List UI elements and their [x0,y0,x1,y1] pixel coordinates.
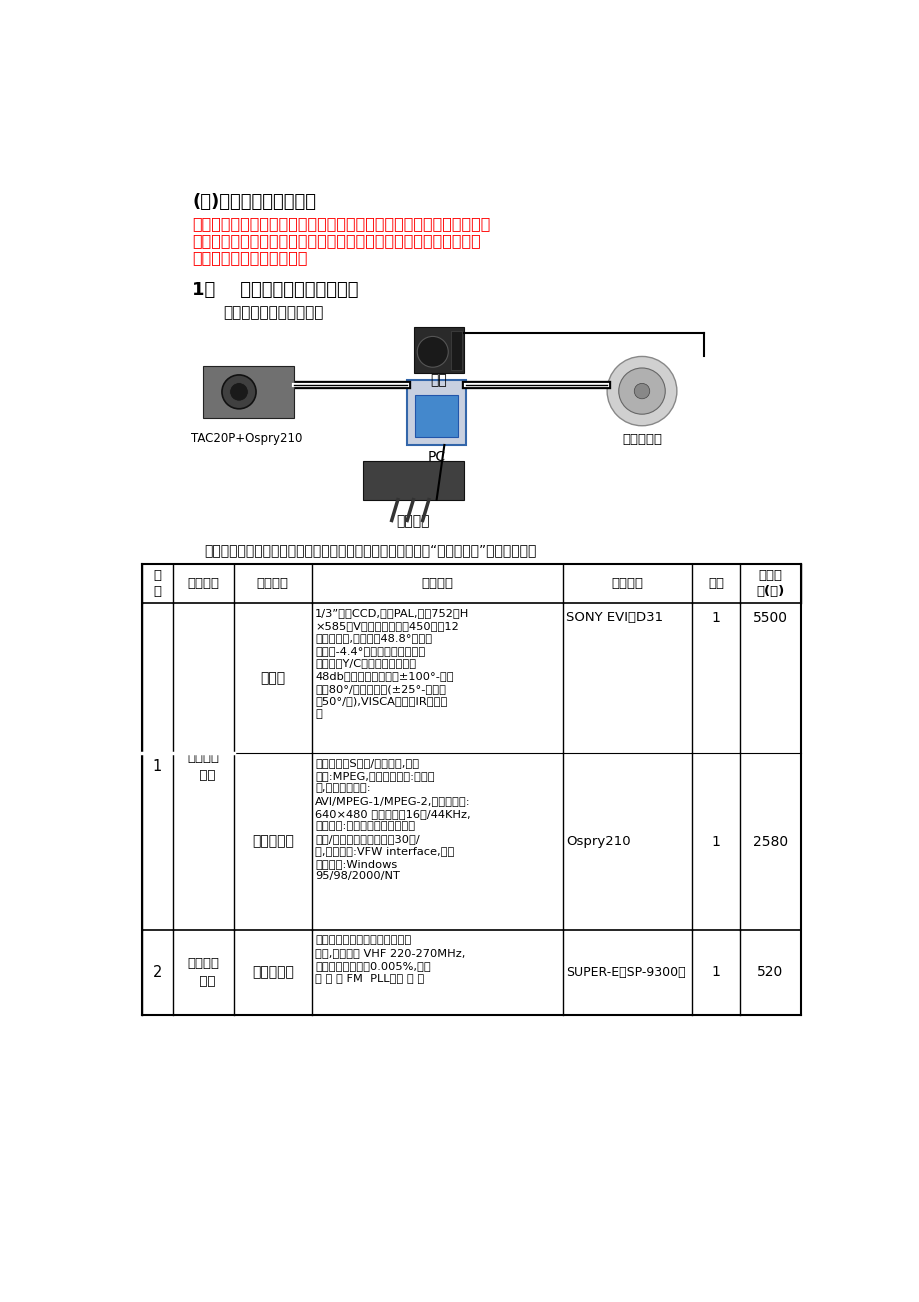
Bar [202,366,294,418]
Text: 视频采集
  设备: 视频采集 设备 [187,751,219,783]
Text: 无线麦克风: 无线麦克风 [252,966,293,979]
Circle shape [221,375,255,409]
Text: 完美型视频教学系统配置：摄像机、投影仪或彩电、音响（配“回音消除器”）、麦克风。: 完美型视频教学系统配置：摄像机、投影仪或彩电、音响（配“回音消除器”）、麦克风。 [204,543,536,557]
Text: 5500: 5500 [752,611,787,625]
Text: 音箱: 音箱 [430,374,447,388]
Bar [414,327,463,374]
Circle shape [417,336,448,367]
Text: PC: PC [427,450,445,465]
Text: 视频采集卡: 视频采集卡 [252,835,293,849]
Text: 参数指标: 参数指标 [421,577,453,590]
Text: 接口类型：S端子/复合端口,编码
方式:MPEG,视频输入格式:模视信
号,视频输出格式:
AVI/MPEG-1/MPEG-2,图像分辨率:
640×480 音: 接口类型：S端子/复合端口,编码 方式:MPEG,视频输入格式:模视信 号,视频… [314,758,471,881]
Bar [414,395,458,437]
Text: 无线话筒: 无线话筒 [396,514,430,529]
Text: 以下推荐设备为已通过兼容性测试产品，报价为网上报价，仅供参考。: 以下推荐设备为已通过兼容性测试产品，报价为网上报价，仅供参考。 [192,216,491,232]
Bar [451,331,461,370]
Text: 设备用途: 设备用途 [187,577,219,590]
Circle shape [618,368,664,414]
Text: 1、    完美型视频教学系统部署: 1、 完美型视频教学系统部署 [192,281,358,299]
Text: 客户端配置示意图如下：: 客户端配置示意图如下： [223,306,323,320]
Text: TAC20P+Ospry210: TAC20P+Ospry210 [191,432,302,445]
Text: 1: 1 [710,835,720,849]
Text: SUPER-E（SP-9300）: SUPER-E（SP-9300） [566,966,686,979]
Text: 1: 1 [153,759,162,773]
Text: 设备名称: 设备名称 [256,577,289,590]
Text: 1: 1 [710,611,720,625]
Text: 系统支持通用的视频采集设备和显示、音响设备，用户可自行选择，: 系统支持通用的视频采集设备和显示、音响设备，用户可自行选择， [192,233,481,249]
Text: SONY EVI－D31: SONY EVI－D31 [566,611,663,624]
Text: 520: 520 [756,966,783,979]
Text: 数量: 数量 [708,577,723,590]
Circle shape [230,383,248,401]
Text: 动圈式话筒。近距离高灵敏，防
啸叫,频率范围 VHF 220-270MHz,
频率稳定：不超过0.005%,调制
方 式 ： FM  PLL，频 响 ：: 动圈式话筒。近距离高灵敏，防 啸叫,频率范围 VHF 220-270MHz, 频… [314,935,465,983]
Bar [407,380,466,445]
Text: 建议型号: 建议型号 [611,577,643,590]
Text: 1/3”彩色CCD,制式PAL,像素752（H
×585（V），水平清晰度450线，12
倍光学变焦,视角大约48.8°（末端
宽度）-4.4°（末端镜宽），自: 1/3”彩色CCD,制式PAL,像素752（H ×585（V），水平清晰度450… [314,608,469,719]
Text: 但我们不提供兼容性保证。: 但我们不提供兼容性保证。 [192,250,308,266]
Text: 参考单
价(元): 参考单 价(元) [755,569,784,598]
Bar [363,461,463,500]
Text: 录音采集
  设备: 录音采集 设备 [187,957,219,988]
Text: 2580: 2580 [752,835,787,849]
Text: 编
号: 编 号 [153,569,161,598]
Text: 摄像机: 摄像机 [260,671,285,685]
Text: 1: 1 [710,966,720,979]
Circle shape [607,357,676,426]
Text: (二)多媒体设备配置建议: (二)多媒体设备配置建议 [192,193,316,211]
Circle shape [633,383,649,398]
Text: 2: 2 [153,965,162,980]
Text: Ospry210: Ospry210 [566,835,630,848]
Text: 回音消除器: 回音消除器 [621,434,662,447]
